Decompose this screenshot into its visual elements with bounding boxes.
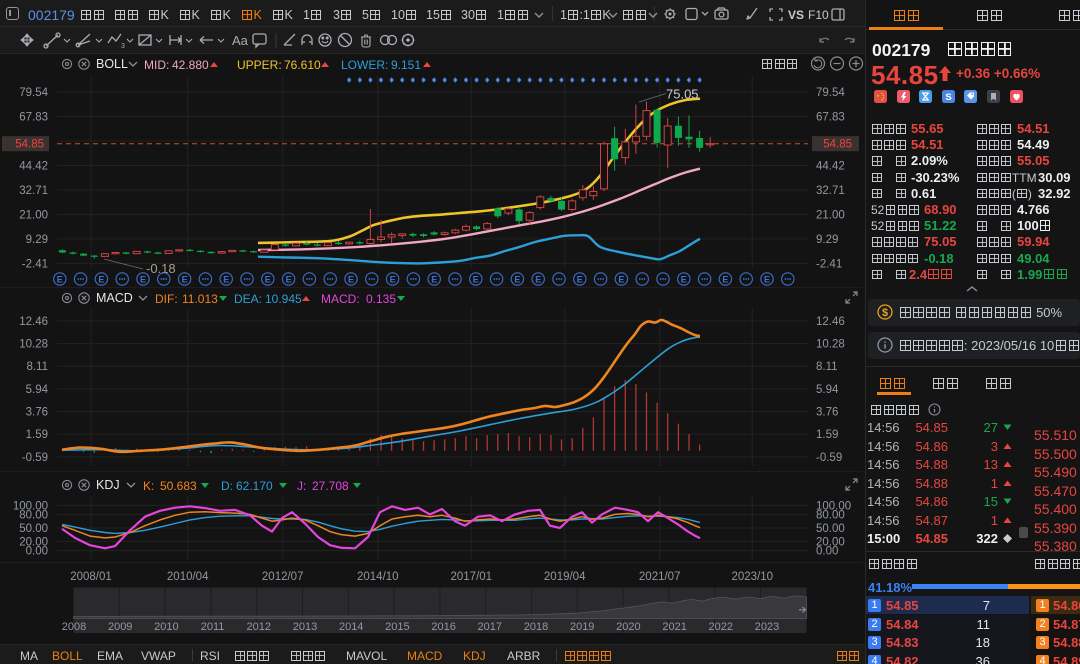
svg-text:10.28: 10.28 (19, 339, 48, 351)
svg-text:2011: 2011 (201, 621, 225, 633)
svg-text:2010/04: 2010/04 (167, 571, 209, 583)
svg-text:E: E (681, 275, 687, 285)
svg-text:8.11: 8.11 (816, 361, 838, 373)
svg-text:2012/07: 2012/07 (262, 571, 304, 583)
svg-text:2008: 2008 (62, 621, 86, 633)
svg-text:100.00: 100.00 (816, 500, 851, 512)
svg-text:-0.18: -0.18 (146, 261, 176, 276)
svg-text:E: E (618, 275, 624, 285)
svg-text:2019: 2019 (570, 621, 594, 633)
svg-text:0.00: 0.00 (26, 546, 48, 558)
svg-text:50.00: 50.00 (816, 523, 845, 535)
svg-text:2018: 2018 (524, 621, 548, 633)
svg-text:80.00: 80.00 (816, 509, 845, 521)
svg-text:$: $ (882, 307, 888, 319)
svg-text:54.85: 54.85 (823, 139, 852, 151)
svg-text:2013: 2013 (293, 621, 317, 633)
svg-text:2019/04: 2019/04 (544, 571, 586, 583)
svg-text:1.59: 1.59 (816, 429, 838, 441)
svg-text:5.94: 5.94 (26, 384, 49, 396)
svg-text:9.29: 9.29 (26, 234, 48, 246)
svg-text:VS: VS (788, 8, 804, 22)
svg-text:-2.41: -2.41 (816, 258, 842, 270)
svg-text:32.71: 32.71 (19, 185, 48, 197)
svg-text:2014: 2014 (339, 621, 363, 633)
svg-text:2020: 2020 (616, 621, 640, 633)
svg-text:12.46: 12.46 (19, 316, 48, 328)
svg-text:2017/01: 2017/01 (451, 571, 493, 583)
svg-text:-0.59: -0.59 (22, 452, 48, 464)
svg-text:5.94: 5.94 (816, 384, 839, 396)
svg-text:2021/07: 2021/07 (639, 571, 681, 583)
svg-text:21.00: 21.00 (816, 209, 845, 221)
svg-text:20.00: 20.00 (816, 537, 845, 549)
svg-text:-2.41: -2.41 (22, 258, 48, 270)
svg-text:E: E (577, 275, 583, 285)
svg-text:2022: 2022 (709, 621, 733, 633)
svg-text:E: E (390, 275, 396, 285)
svg-text:E: E (431, 275, 437, 285)
svg-text:54.85: 54.85 (15, 139, 44, 151)
svg-text:Aa: Aa (232, 33, 249, 48)
svg-text:20.00: 20.00 (19, 537, 48, 549)
svg-text:2010: 2010 (154, 621, 178, 633)
svg-text:3.76: 3.76 (26, 407, 48, 419)
svg-text:2009: 2009 (108, 621, 132, 633)
svg-text:E: E (514, 275, 520, 285)
svg-text:2023: 2023 (755, 621, 779, 633)
svg-text:E: E (722, 275, 728, 285)
svg-text:2023/10: 2023/10 (732, 571, 774, 583)
svg-text:2014/10: 2014/10 (357, 571, 399, 583)
svg-text:1.59: 1.59 (26, 429, 48, 441)
svg-text:2017: 2017 (478, 621, 502, 633)
svg-text:E: E (223, 275, 229, 285)
svg-text:9.29: 9.29 (816, 234, 838, 246)
svg-text:2021: 2021 (662, 621, 686, 633)
svg-text:8.11: 8.11 (26, 361, 48, 373)
svg-text:E: E (182, 275, 188, 285)
svg-text:S: S (945, 92, 951, 103)
svg-text:E: E (286, 275, 292, 285)
svg-text:79.54: 79.54 (816, 87, 845, 99)
svg-text:F10: F10 (808, 8, 829, 22)
svg-text:44.42: 44.42 (816, 161, 845, 173)
svg-text:-0.59: -0.59 (816, 452, 842, 464)
svg-text:32.71: 32.71 (816, 185, 845, 197)
svg-text:E: E (265, 275, 271, 285)
svg-text:80.00: 80.00 (19, 509, 48, 521)
svg-text:75.05: 75.05 (666, 87, 699, 102)
svg-text:10.28: 10.28 (816, 339, 845, 351)
svg-text:2008/01: 2008/01 (70, 571, 112, 583)
svg-text:E: E (348, 275, 354, 285)
svg-text:50.00: 50.00 (19, 523, 48, 535)
svg-text:E: E (140, 275, 146, 285)
svg-text:44.42: 44.42 (19, 161, 48, 173)
svg-text:2012: 2012 (247, 621, 271, 633)
svg-text:67.83: 67.83 (816, 112, 845, 124)
svg-text:3.76: 3.76 (816, 407, 838, 419)
svg-text:E: E (764, 275, 770, 285)
svg-text:2016: 2016 (431, 621, 455, 633)
svg-text:0.00: 0.00 (816, 546, 838, 558)
svg-text:E: E (535, 275, 541, 285)
svg-text:3: 3 (121, 43, 125, 50)
svg-text:79.54: 79.54 (19, 87, 48, 99)
svg-text:67.83: 67.83 (19, 112, 48, 124)
svg-text:12.46: 12.46 (816, 316, 845, 328)
svg-text:E: E (98, 275, 104, 285)
svg-text:21.00: 21.00 (19, 209, 48, 221)
svg-text:100.00: 100.00 (13, 500, 48, 512)
svg-text:2015: 2015 (385, 621, 409, 633)
svg-text:E: E (57, 275, 63, 285)
svg-text:E: E (473, 275, 479, 285)
